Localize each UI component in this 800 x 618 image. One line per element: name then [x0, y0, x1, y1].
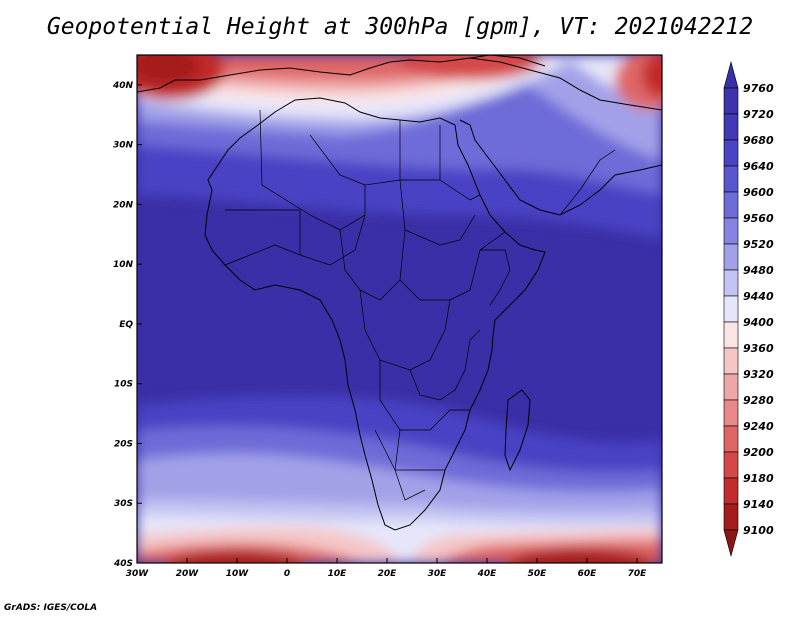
colorbar-swatch — [723, 191, 739, 219]
colorbar-swatch — [723, 399, 739, 427]
lat-tick-label: 10N — [113, 260, 134, 270]
map-title: Geopotential Height at 300hPa [gpm], VT:… — [46, 14, 754, 40]
country-borders — [224, 109, 616, 501]
colorbar-label: 9560 — [743, 212, 774, 225]
colorbar-label: 9200 — [743, 446, 774, 459]
colorbar-swatch — [723, 451, 739, 479]
lon-tick-label: 40E — [477, 569, 498, 579]
lon-tick-label: 0 — [284, 569, 290, 579]
colorbar-label: 9100 — [743, 524, 774, 537]
coastlines — [137, 55, 662, 531]
colorbar-swatch — [723, 243, 739, 271]
lon-tick-label: 30E — [428, 569, 448, 579]
colorbar-swatch — [723, 217, 739, 245]
plot-frame — [136, 54, 663, 564]
colorbar-swatch — [723, 269, 739, 297]
lat-tick-label: 10S — [114, 380, 133, 390]
colorbar-label: 9520 — [743, 238, 774, 251]
colorbar-label: 9480 — [743, 264, 774, 277]
lon-tick-label: 20W — [176, 569, 200, 579]
colorbar-label: 9640 — [743, 160, 774, 173]
lat-tick-label: 40S — [113, 559, 133, 569]
lon-tick-label: 50E — [528, 569, 548, 579]
colorbar-label: 9320 — [743, 368, 774, 381]
lat-tick-label: 30S — [114, 499, 133, 509]
colorbar-swatch — [723, 113, 739, 141]
footer-credit: GrADS: IGES/COLA — [4, 603, 98, 613]
colorbar-label: 9360 — [743, 342, 774, 355]
lon-tick-label: 10E — [328, 569, 348, 579]
colorbar-swatch — [723, 295, 739, 323]
lat-tick-label: EQ — [119, 320, 133, 330]
lon-tick-label: 20E — [378, 569, 398, 579]
colorbar-swatch — [723, 477, 739, 505]
colorbar-swatch — [723, 139, 739, 167]
height-field — [137, 55, 662, 563]
colorbar-label: 9600 — [743, 186, 774, 199]
axis-ticks: 30W 20W 10W 0 10E 20E 30E 40E 50E 60E 70E 40N 30N 20N… — [112, 81, 647, 579]
lat-tick-label: 40N — [112, 81, 134, 91]
colorbar-label: 9400 — [743, 316, 774, 329]
colorbar-swatch — [723, 529, 739, 558]
colorbar: 9760 9720 9680 9640 9600 9560 9520 9480 9440 9400… — [723, 60, 774, 558]
colorbar-swatch — [723, 347, 739, 375]
colorbar-label: 9680 — [743, 134, 774, 147]
colorbar-label: 9180 — [743, 472, 774, 485]
colorbar-swatch — [723, 60, 739, 89]
colorbar-label: 9440 — [743, 290, 774, 303]
colorbar-swatch — [723, 373, 739, 401]
lon-tick-label: 30W — [126, 569, 150, 579]
lon-tick-label: 70E — [628, 569, 648, 579]
colorbar-swatch — [723, 321, 739, 349]
colorbar-label: 9280 — [743, 394, 774, 407]
lat-tick-label: 20S — [114, 439, 133, 449]
lat-tick-label: 20N — [113, 200, 134, 210]
colorbar-label: 9720 — [743, 108, 774, 121]
lat-tick-label: 30N — [113, 141, 134, 151]
colorbar-label: 9240 — [743, 420, 774, 433]
colorbar-swatch — [723, 165, 739, 193]
lon-tick-label: 60E — [578, 569, 598, 579]
colorbar-label: 9140 — [743, 498, 774, 511]
colorbar-label: 9760 — [743, 82, 774, 95]
lon-tick-label: 10W — [226, 569, 250, 579]
colorbar-swatch — [723, 425, 739, 453]
colorbar-swatch — [723, 503, 739, 531]
colorbar-swatch — [723, 87, 739, 115]
